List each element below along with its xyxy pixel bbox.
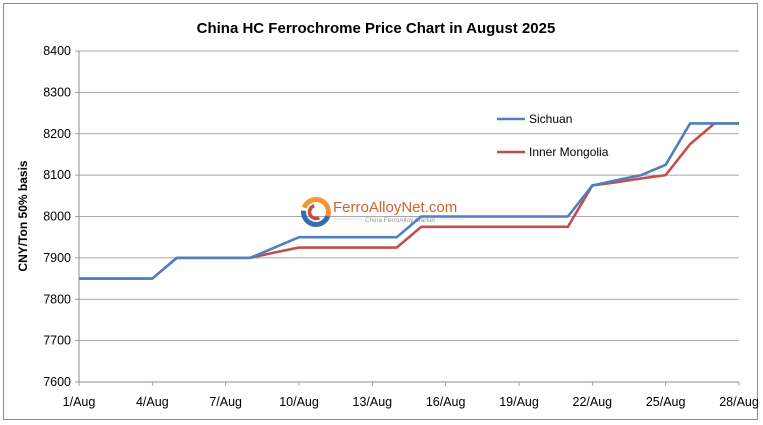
y-tick-label: 8000 (43, 210, 71, 224)
y-tick-label: 7600 (43, 375, 71, 389)
y-tick-label: 7900 (43, 251, 71, 265)
series-layer (79, 122, 739, 280)
y-tick-label: 8200 (43, 127, 71, 141)
chart-title: China HC Ferrochrome Price Chart in Augu… (197, 20, 556, 37)
y-tick-label: 7800 (43, 292, 71, 306)
ferroalloynet-logo-icon (301, 197, 332, 227)
chart-svg: China HC Ferrochrome Price Chart in Augu… (16, 20, 759, 409)
x-tick-label: 1/Aug (63, 395, 96, 409)
y-tick-label: 7700 (43, 334, 71, 348)
x-tick-label: 16/Aug (426, 395, 466, 409)
x-tick-label: 4/Aug (136, 395, 169, 409)
y-tick-label: 8400 (43, 44, 71, 58)
series-line-sichuan (79, 122, 739, 280)
x-tick-label: 28/Aug (719, 395, 759, 409)
x-tick-label: 10/Aug (279, 395, 319, 409)
legend-label-sichuan: Sichuan (529, 112, 572, 126)
x-tick-label: 22/Aug (573, 395, 613, 409)
x-tick-labels: 1/Aug 4/Aug 7/Aug 10/Aug 13/Aug 16/Aug 19/Aug 2… (63, 395, 759, 409)
x-tick-label: 13/Aug (353, 395, 393, 409)
x-tick-label: 19/Aug (499, 395, 539, 409)
watermark-logo: FerroAlloyNet.com China FerroAlloy Marke… (301, 197, 464, 227)
y-tick-label: 8100 (43, 168, 71, 182)
x-tick-label: 7/Aug (209, 395, 242, 409)
x-tick-label: 25/Aug (646, 395, 686, 409)
chart-frame: China HC Ferrochrome Price Chart in Augu… (3, 3, 759, 420)
legend: Sichuan Inner Mongolia (497, 112, 609, 159)
axis-layer (78, 51, 740, 386)
y-axis-label: CNY/Ton 50% basis (16, 160, 30, 271)
legend-label-inner-mongolia: Inner Mongolia (529, 145, 609, 159)
y-tick-label: 8300 (43, 85, 71, 99)
watermark-brand: FerroAlloyNet.com (333, 199, 457, 216)
watermark-tagline: China FerroAlloy Market (365, 217, 435, 224)
y-tick-labels: 7600 7700 7800 7900 8000 8100 8200 8300 8400 (43, 44, 71, 389)
